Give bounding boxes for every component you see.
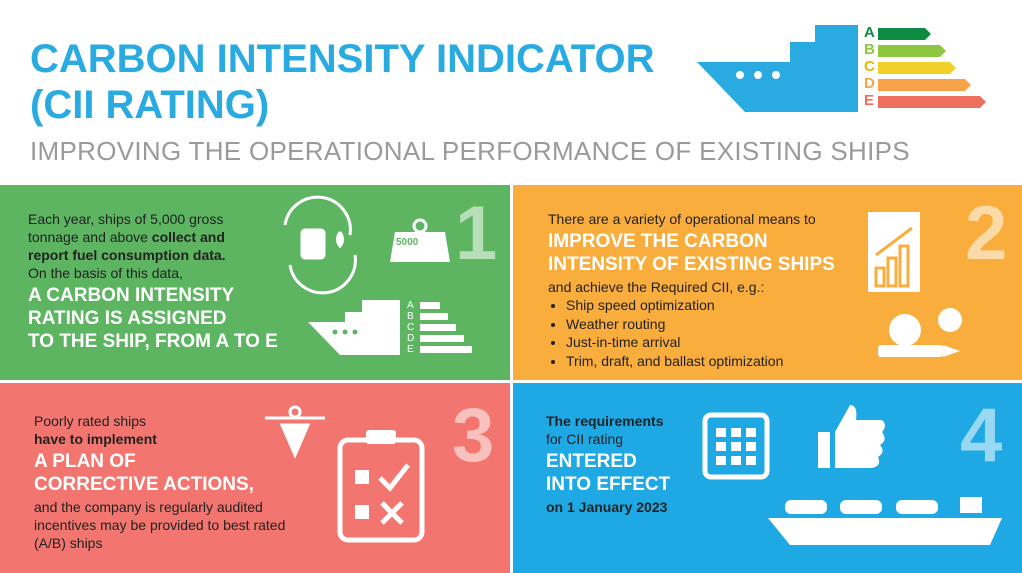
text-bold: The requirements [546, 413, 664, 429]
headline-line: A CARBON INTENSITY [28, 285, 235, 306]
text: and achieve the Required CII, e.g.: [548, 279, 765, 295]
rating-letter: D [864, 75, 875, 92]
gears-icon [878, 308, 962, 357]
rating-letter: E [864, 92, 875, 109]
headline-line: CORRECTIVE ACTIONS, [34, 474, 254, 495]
calendar-icon [702, 412, 770, 480]
rating-letter: C [407, 322, 415, 333]
text-bold: have to implement [34, 431, 157, 447]
rating-letter: B [864, 41, 875, 58]
weight-label: 5000 [396, 237, 419, 248]
rating-letter: D [407, 333, 415, 344]
headline-line: TO THE SHIP, FROM A TO E [28, 331, 278, 352]
bullet: Just-in-time arrival [566, 333, 858, 352]
panel-text: There are a variety of operational means… [548, 210, 858, 370]
text: for CII rating [546, 431, 624, 447]
panel-number: 1 [455, 191, 498, 276]
headline-line: IMPROVE THE CARBON [548, 231, 768, 252]
rating-letter: A [864, 24, 875, 41]
bullet: Ship speed optimization [566, 296, 858, 315]
text: Each year, ships of 5,000 gross tonnage … [28, 211, 224, 245]
panel-number: 2 [965, 191, 1008, 276]
panel-text: Each year, ships of 5,000 gross tonnage … [28, 210, 278, 355]
rating-letters: A B C D E [407, 300, 414, 355]
rating-letter: E [407, 344, 414, 355]
headline-line: INTENSITY OF EXISTING SHIPS [548, 254, 835, 275]
title: CARBON INTENSITY INDICATOR (CII RATING) [30, 36, 654, 128]
bullet: Weather routing [566, 315, 858, 334]
title-line: CARBON INTENSITY INDICATOR [30, 37, 655, 81]
panel-text: The requirements for CII rating ENTERED … [546, 412, 696, 516]
text-bold: collect and report fuel consumption data… [28, 229, 226, 263]
rating-letters: A B C D E [864, 24, 878, 109]
headline-line: INTO EFFECT [546, 474, 671, 495]
headline-line: ENTERED [546, 451, 637, 472]
rating-letter: A [407, 300, 414, 311]
text: There are a variety of operational means… [548, 211, 816, 227]
thumb-icon [818, 405, 885, 468]
bullet-list: Ship speed optimization Weather routing … [548, 296, 858, 370]
bullet: Trim, draft, and ballast optimization [566, 352, 858, 371]
pen-icon [265, 405, 325, 459]
headline-line: RATING IS ASSIGNED [28, 308, 227, 329]
rating-bars [878, 28, 986, 108]
subtitle: IMPROVING THE OPERATIONAL PERFORMANCE OF… [30, 136, 910, 166]
title-line: (CII RATING) [30, 83, 270, 127]
text: Poorly rated ships [34, 413, 147, 429]
weight-icon [390, 232, 450, 262]
text: On the basis of this data, [28, 265, 183, 281]
text: and the company is regularly audited inc… [34, 499, 286, 551]
panel-number: 3 [452, 393, 495, 478]
panel-bg [0, 383, 510, 573]
cycle-icon [283, 195, 357, 295]
rating-bars [420, 302, 472, 353]
ship-icon [697, 25, 858, 112]
text-bold: on 1 January 2023 [546, 499, 668, 515]
panel-number: 4 [960, 393, 1003, 478]
rating-letter: B [407, 311, 414, 322]
headline-line: A PLAN OF [34, 451, 136, 472]
rating-letter: C [864, 58, 875, 75]
ship-icon [308, 300, 400, 355]
panel-text: Poorly rated ships have to implement A P… [34, 412, 289, 552]
car-ship-icon [768, 518, 1002, 545]
